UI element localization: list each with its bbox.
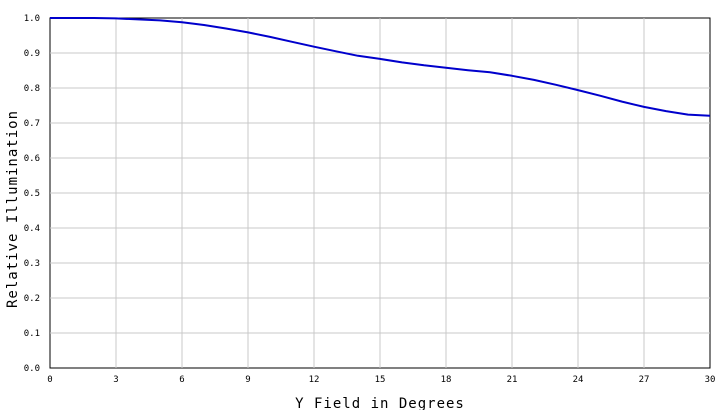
y-tick-label: 0.2 (24, 294, 40, 304)
x-tick-label: 27 (639, 375, 650, 385)
y-tick-label: 0.6 (24, 154, 40, 164)
x-tick-label: 24 (573, 375, 584, 385)
y-tick-label: 0.8 (24, 84, 40, 94)
x-tick-label: 9 (245, 375, 250, 385)
series-line (50, 17, 711, 117)
y-axis-title: Relative Illumination (5, 110, 21, 308)
x-axis-title: Y Field in Degrees (295, 396, 465, 410)
x-tick-label: 15 (375, 375, 386, 385)
x-tick-label: 18 (441, 375, 452, 385)
y-tick-label: 0.9 (24, 49, 40, 59)
y-tick-labels: 0.0 0.1 0.2 0.3 0.4 0.5 0.6 0.7 0.8 0.9 1.0 (24, 14, 40, 374)
y-tick-label: 0.3 (24, 259, 40, 269)
series-layer (50, 17, 711, 117)
y-tick-label: 0.7 (24, 119, 40, 129)
x-tick-label: 3 (113, 375, 118, 385)
y-tick-label: 0.4 (24, 224, 40, 234)
x-tick-label: 21 (507, 375, 518, 385)
y-tick-label: 1.0 (24, 14, 40, 24)
y-tick-label: 0.1 (24, 329, 40, 339)
x-tick-label: 6 (179, 375, 184, 385)
x-tick-label: 0 (47, 375, 52, 385)
y-tick-label: 0.0 (24, 364, 40, 374)
x-tick-label: 12 (309, 375, 320, 385)
grid (50, 18, 710, 368)
x-tick-label: 30 (705, 375, 715, 385)
x-tick-labels: 0 3 6 9 12 15 18 21 24 27 30 (47, 375, 715, 385)
y-tick-label: 0.5 (24, 189, 40, 199)
